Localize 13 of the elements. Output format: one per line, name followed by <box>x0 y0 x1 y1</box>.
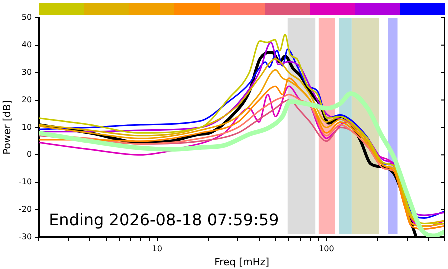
x-axis-title: Freq [mHz] <box>214 258 270 269</box>
x-tick-label: 100 <box>319 244 334 254</box>
y-tick-label: 20 <box>22 95 32 104</box>
y-tick-label: 0 <box>26 150 32 160</box>
y-tick-label: -30 <box>18 232 32 242</box>
y-tick-label: 10 <box>22 122 32 132</box>
y-tick-label: 40 <box>22 40 32 50</box>
y-tick-label: 50 <box>22 13 32 22</box>
y-tick-label: -20 <box>18 205 32 214</box>
y-axis-title: Power [dB] <box>2 100 14 155</box>
y-tick-label: -10 <box>18 178 32 187</box>
annotation: Ending 2026-08-18 07:59:59 <box>49 210 280 230</box>
y-tick-label: 30 <box>22 68 32 77</box>
